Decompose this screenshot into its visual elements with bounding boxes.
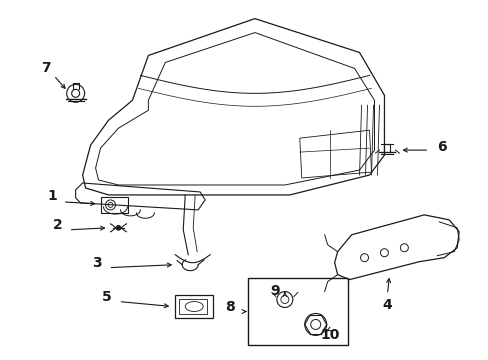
Text: 2: 2 [53, 218, 62, 232]
Bar [101, 197, 128, 213]
Text: 10: 10 [319, 328, 339, 342]
Bar [179, 298, 207, 315]
Text: 4: 4 [382, 297, 391, 311]
Bar [247, 278, 347, 345]
Circle shape [116, 225, 121, 230]
Text: 9: 9 [269, 284, 279, 298]
Text: 7: 7 [41, 62, 50, 76]
Bar [175, 294, 213, 319]
Text: 5: 5 [102, 289, 111, 303]
Text: 3: 3 [92, 256, 101, 270]
Text: 8: 8 [224, 300, 234, 314]
Text: 6: 6 [437, 140, 446, 154]
Text: 1: 1 [48, 189, 58, 203]
